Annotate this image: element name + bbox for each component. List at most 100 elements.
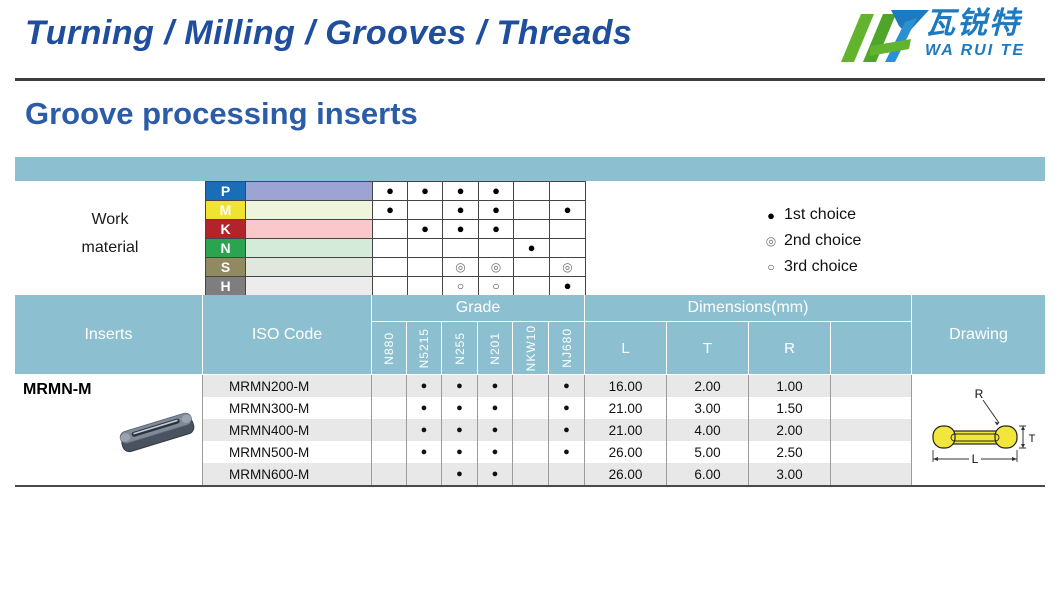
- drawing-label-T: T: [1028, 433, 1035, 445]
- material-cell: [443, 239, 479, 258]
- material-cell: [514, 201, 550, 220]
- grade-dot-cell: [513, 419, 549, 441]
- insert-series-cell: MRMN-M: [15, 375, 203, 485]
- material-cell: ●: [443, 182, 479, 201]
- drawing-label-L: L: [971, 452, 978, 466]
- material-cell: ●: [479, 201, 514, 220]
- grade-header-NJ680: NJ680: [549, 322, 585, 375]
- material-cell: ○: [443, 277, 479, 296]
- grade-dot-cell: [549, 463, 585, 485]
- dim-R-cell: 1.50: [749, 397, 831, 419]
- material-band-M: [246, 201, 373, 220]
- dim-T-cell: 2.00: [667, 375, 749, 397]
- material-cell: [550, 239, 586, 258]
- column-group-dimensions: Dimensions(mm): [585, 295, 912, 322]
- material-cell: [479, 239, 514, 258]
- grade-dot-cell: ●: [549, 375, 585, 397]
- dim-blank-cell: [831, 375, 912, 397]
- material-cell: ●: [479, 182, 514, 201]
- dim-header-T: T: [667, 322, 749, 375]
- material-cell: ◎: [443, 258, 479, 277]
- iso-code-cell: MRMN200-M: [203, 375, 372, 397]
- column-header-drawing: Drawing: [912, 295, 1045, 375]
- dim-L-cell: 16.00: [585, 375, 667, 397]
- dim-L-cell: 21.00: [585, 419, 667, 441]
- dim-blank-cell: [831, 397, 912, 419]
- dim-blank-cell: [831, 441, 912, 463]
- insert-series-name: MRMN-M: [23, 381, 92, 398]
- dim-L-cell: 26.00: [585, 441, 667, 463]
- iso-code-cell: MRMN400-M: [203, 419, 372, 441]
- drawing-label-R: R: [974, 387, 983, 401]
- material-cell: [373, 258, 408, 277]
- logo-mark-icon: [841, 10, 929, 62]
- first-choice-icon: ●: [767, 207, 775, 223]
- grade-dot-cell: ●: [407, 397, 442, 419]
- logo-english-name: WA RUI TE: [925, 42, 1026, 59]
- legend-item-3rd: ○ 3rd choice: [760, 254, 861, 280]
- material-band-S: [246, 258, 373, 277]
- material-cell: [514, 277, 550, 296]
- material-letter-N: N: [206, 239, 246, 258]
- grade-dot-cell: [372, 397, 407, 419]
- legend-item-1st: ● 1st choice: [760, 202, 861, 228]
- iso-code-cell: MRMN300-M: [203, 397, 372, 419]
- brand-title: Turning / Milling / Grooves / Threads: [25, 14, 633, 52]
- grade-dot-cell: ●: [442, 375, 478, 397]
- grade-dot-cell: ●: [478, 463, 513, 485]
- column-header-iso-code: ISO Code: [203, 295, 372, 375]
- dim-L-cell: 21.00: [585, 397, 667, 419]
- dim-R-cell: 1.00: [749, 375, 831, 397]
- grade-dot-cell: [513, 463, 549, 485]
- material-cell: [514, 220, 550, 239]
- grade-dot-cell: ●: [407, 441, 442, 463]
- material-cell: [373, 277, 408, 296]
- dim-R-cell: 3.00: [749, 463, 831, 485]
- grade-header-NKW10: NKW10: [513, 322, 549, 375]
- dim-header-blank: [831, 322, 912, 375]
- material-cell: ◎: [550, 258, 586, 277]
- second-choice-icon: ◎: [765, 234, 777, 248]
- material-cell: ◎: [479, 258, 514, 277]
- material-cell: ●: [408, 182, 443, 201]
- grade-dot-cell: [372, 441, 407, 463]
- material-cell: [408, 277, 443, 296]
- grade-dot-cell: ●: [478, 441, 513, 463]
- grade-dot-cell: ●: [442, 419, 478, 441]
- grade-dot-cell: [372, 375, 407, 397]
- material-cell: ○: [479, 277, 514, 296]
- material-cell: [550, 182, 586, 201]
- grade-header-N255: N255: [442, 322, 478, 375]
- grade-dot-cell: ●: [549, 419, 585, 441]
- grade-dot-cell: ●: [442, 463, 478, 485]
- dim-L-cell: 26.00: [585, 463, 667, 485]
- material-cell: [514, 258, 550, 277]
- grade-dot-cell: ●: [442, 441, 478, 463]
- grade-dot-cell: [513, 441, 549, 463]
- legend-item-2nd: ◎ 2nd choice: [760, 228, 862, 254]
- material-cell: ●: [443, 201, 479, 220]
- material-cell: [408, 258, 443, 277]
- material-cell: ●: [408, 220, 443, 239]
- work-material-label: Work material: [40, 206, 180, 262]
- page-title: Groove processing inserts: [25, 96, 418, 131]
- material-cell: ●: [479, 220, 514, 239]
- grade-dot-cell: ●: [407, 419, 442, 441]
- material-letter-S: S: [206, 258, 246, 277]
- column-group-grade: Grade: [372, 295, 585, 322]
- material-cell: ●: [443, 220, 479, 239]
- material-band-H: [246, 277, 373, 296]
- material-cell: ●: [373, 182, 408, 201]
- grade-header-N5215: N5215: [407, 322, 442, 375]
- material-band-P: [246, 182, 373, 201]
- material-letter-M: M: [206, 201, 246, 220]
- iso-code-cell: MRMN600-M: [203, 463, 372, 485]
- logo-text: 瓦锐特 WA RUI TE: [925, 8, 1025, 60]
- dim-R-cell: 2.50: [749, 441, 831, 463]
- material-cell: [408, 201, 443, 220]
- inserts-table: Inserts ISO Code Grade Dimensions(mm) Dr…: [15, 295, 1045, 487]
- material-cell: [514, 182, 550, 201]
- material-cell: ●: [373, 201, 408, 220]
- material-cell: ●: [550, 201, 586, 220]
- grade-dot-cell: [513, 397, 549, 419]
